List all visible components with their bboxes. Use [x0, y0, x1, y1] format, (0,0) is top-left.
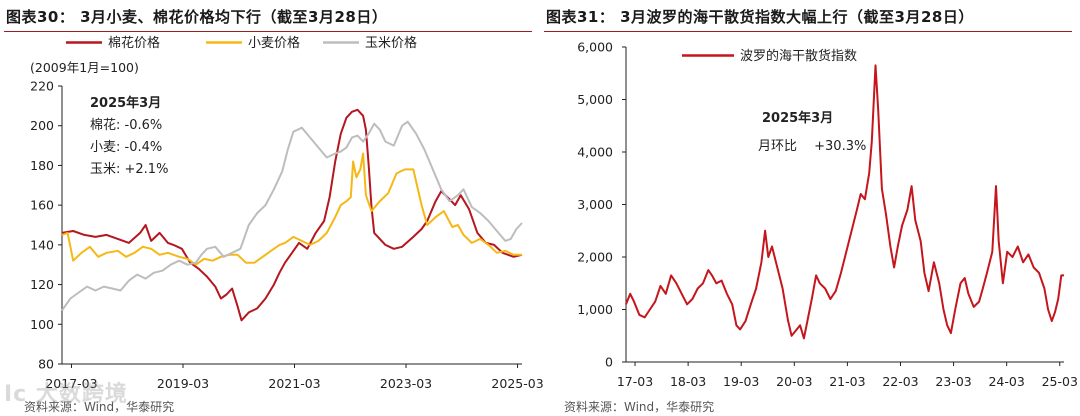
series-line — [61, 120, 523, 311]
chart-source: 资料来源：Wind，华泰研究 — [24, 400, 175, 414]
chart-title: 图表31： 3月波罗的海干散货指数大幅上行（截至3月28日） — [546, 8, 974, 26]
x-tick-label: 2021-03 — [268, 376, 320, 391]
y-tick-label: 80 — [38, 357, 54, 372]
y-tick-label: 100 — [30, 317, 54, 332]
y-tick-label: 6,000 — [577, 40, 613, 55]
annotation-line: 月环比 +30.3% — [758, 139, 866, 154]
title-divider — [4, 31, 532, 32]
y-axis-label: (2009年1月=100) — [30, 60, 139, 75]
y-tick-label: 160 — [30, 198, 54, 213]
annotation-line: 小麦: -0.4% — [90, 140, 162, 155]
x-tick-label: 24-03 — [988, 374, 1024, 389]
x-tick-label: 21-03 — [829, 374, 865, 389]
watermark-logo: Ic 大数跨境 — [4, 382, 128, 407]
series-line — [625, 64, 1064, 340]
y-tick-label: 200 — [30, 118, 54, 133]
x-tick-label: 2023-03 — [380, 376, 432, 391]
chart-panel-bdi: 图表31： 3月波罗的海干散货指数大幅上行（截至3月28日） 0 1,000 2,0… — [540, 0, 1080, 416]
annotation-line: 棉花: -0.6% — [90, 117, 162, 133]
chart-commodity-prices: 80 100 120 140 160 180 200 220 2017-03 2019-03 202… — [30, 35, 544, 391]
chart-panel-cotton-wheat-corn: 图表30： 3月小麦、棉花价格均下行（截至3月28日） 80 100 120 140 1… — [4, 8, 544, 414]
y-tick-label: 1,000 — [577, 302, 613, 317]
y-tick-label: 5,000 — [577, 92, 613, 107]
legend-label: 波罗的海干散货指数 — [740, 48, 857, 64]
annotation-title: 2025年3月 — [90, 95, 161, 111]
y-tick-label: 120 — [30, 277, 54, 292]
x-tick-label: 18-03 — [670, 374, 706, 389]
y-tick-label: 140 — [30, 237, 54, 252]
x-tick-label: 22-03 — [882, 374, 918, 389]
x-tick-label: 20-03 — [776, 374, 812, 389]
legend-label: 棉花价格 — [108, 35, 160, 51]
x-tick-label: 19-03 — [723, 374, 759, 389]
chart-bdi-index: 0 1,000 2,000 3,000 4,000 5,000 6,000 17-03 18-0… — [577, 40, 1078, 390]
annotation-title: 2025年3月 — [762, 110, 833, 126]
x-tick-label: 25-03 — [1042, 374, 1078, 389]
chart-title: 图表30： 3月小麦、棉花价格均下行（截至3月28日） — [6, 8, 388, 26]
legend-label: 玉米价格 — [365, 35, 417, 51]
chart-source: 资料来源：Wind，华泰研究 — [564, 400, 715, 414]
y-tick-label: 220 — [30, 79, 54, 94]
x-tick-label: 2017-03 — [45, 376, 97, 391]
y-tick-label: 4,000 — [577, 145, 613, 160]
series-line — [61, 152, 522, 266]
x-tick-label: 2025-03 — [491, 376, 543, 391]
legend-label: 小麦价格 — [248, 35, 300, 51]
x-tick-label: 2019-03 — [157, 376, 209, 391]
x-tick-label: 17-03 — [617, 374, 653, 389]
annotation-line: 玉米: +2.1% — [90, 162, 168, 177]
y-tick-label: 0 — [605, 355, 613, 370]
y-tick-label: 3,000 — [577, 197, 613, 212]
y-tick-label: 2,000 — [577, 250, 613, 265]
x-tick-label: 23-03 — [935, 374, 971, 389]
title-divider — [544, 31, 1072, 32]
y-tick-label: 180 — [30, 158, 54, 173]
